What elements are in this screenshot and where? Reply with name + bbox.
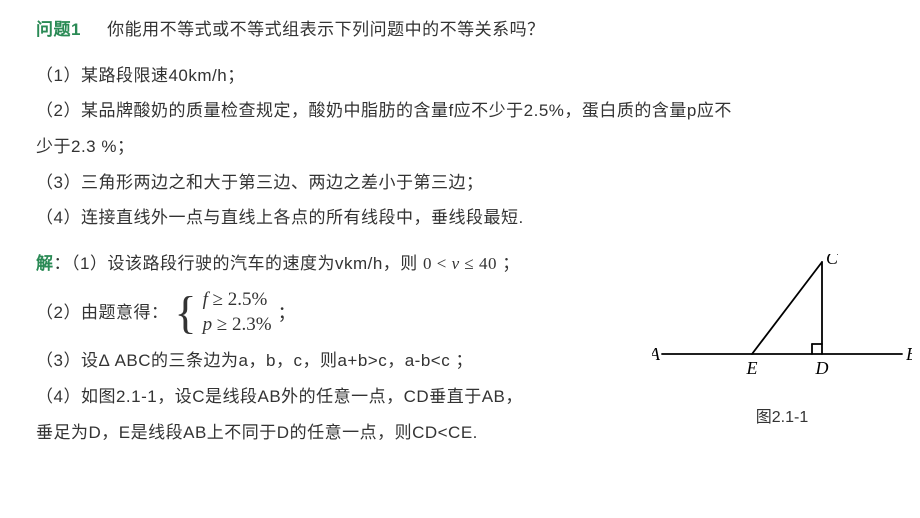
sol2-tail: ； — [278, 304, 297, 322]
sol2-r2a: p — [203, 314, 213, 335]
question-line: 问题1 你能用不等式或不等式组表示下列问题中的不等关系吗？ — [36, 12, 884, 48]
sol2-stack: f ≥ 2.5% p ≥ 2.3% — [203, 288, 272, 337]
item-2a: （2）某品牌酸奶的质量检查规定，酸奶中脂肪的含量f应不少于2.5%，蛋白质的含量… — [36, 93, 884, 129]
figure-2-1-1: A B C D E 图2.1-1 — [652, 254, 912, 427]
sol2-row1: f ≥ 2.5% — [203, 288, 272, 313]
brace-icon: { — [174, 290, 196, 336]
solution-1-pre: ：（1）设该路段行驶的汽车的速度为vkm/h，则 — [54, 254, 424, 273]
triangle-diagram: A B C D E — [652, 254, 912, 384]
sol2-lead: （2）由题意得： — [36, 304, 168, 321]
sol2-row2: p ≥ 2.3% — [203, 313, 272, 338]
svg-text:A: A — [652, 344, 661, 364]
question-title: 你能用不等式或不等式组表示下列问题中的不等关系吗？ — [107, 20, 545, 39]
sol1-math-a: 0 < — [423, 254, 452, 273]
sol1-tail: ； — [497, 254, 520, 273]
question-label: 问题1 — [36, 20, 81, 39]
sol2-r1b: ≥ 2.5% — [208, 289, 268, 310]
sol1-math-b: ≤ 40 — [460, 254, 497, 273]
figure-caption: 图2.1-1 — [652, 403, 912, 427]
item-3: （3）三角形两边之和大于第三边、两边之差小于第三边； — [36, 165, 884, 201]
sol1-math-v: v — [452, 254, 460, 273]
svg-text:D: D — [815, 358, 829, 378]
svg-text:E: E — [746, 358, 758, 378]
item-2b: 少于2.3 %； — [36, 129, 884, 165]
document-page: 问题1 你能用不等式或不等式组表示下列问题中的不等关系吗？ （1）某路段限速40… — [0, 0, 920, 450]
item-1: （1）某路段限速40km/h； — [36, 58, 884, 94]
solution-label: 解 — [36, 254, 54, 273]
item-4: （4）连接直线外一点与直线上各点的所有线段中，垂线段最短. — [36, 200, 884, 236]
sol2-r2b: ≥ 2.3% — [212, 314, 272, 335]
svg-text:C: C — [826, 254, 839, 268]
svg-text:B: B — [906, 344, 912, 364]
